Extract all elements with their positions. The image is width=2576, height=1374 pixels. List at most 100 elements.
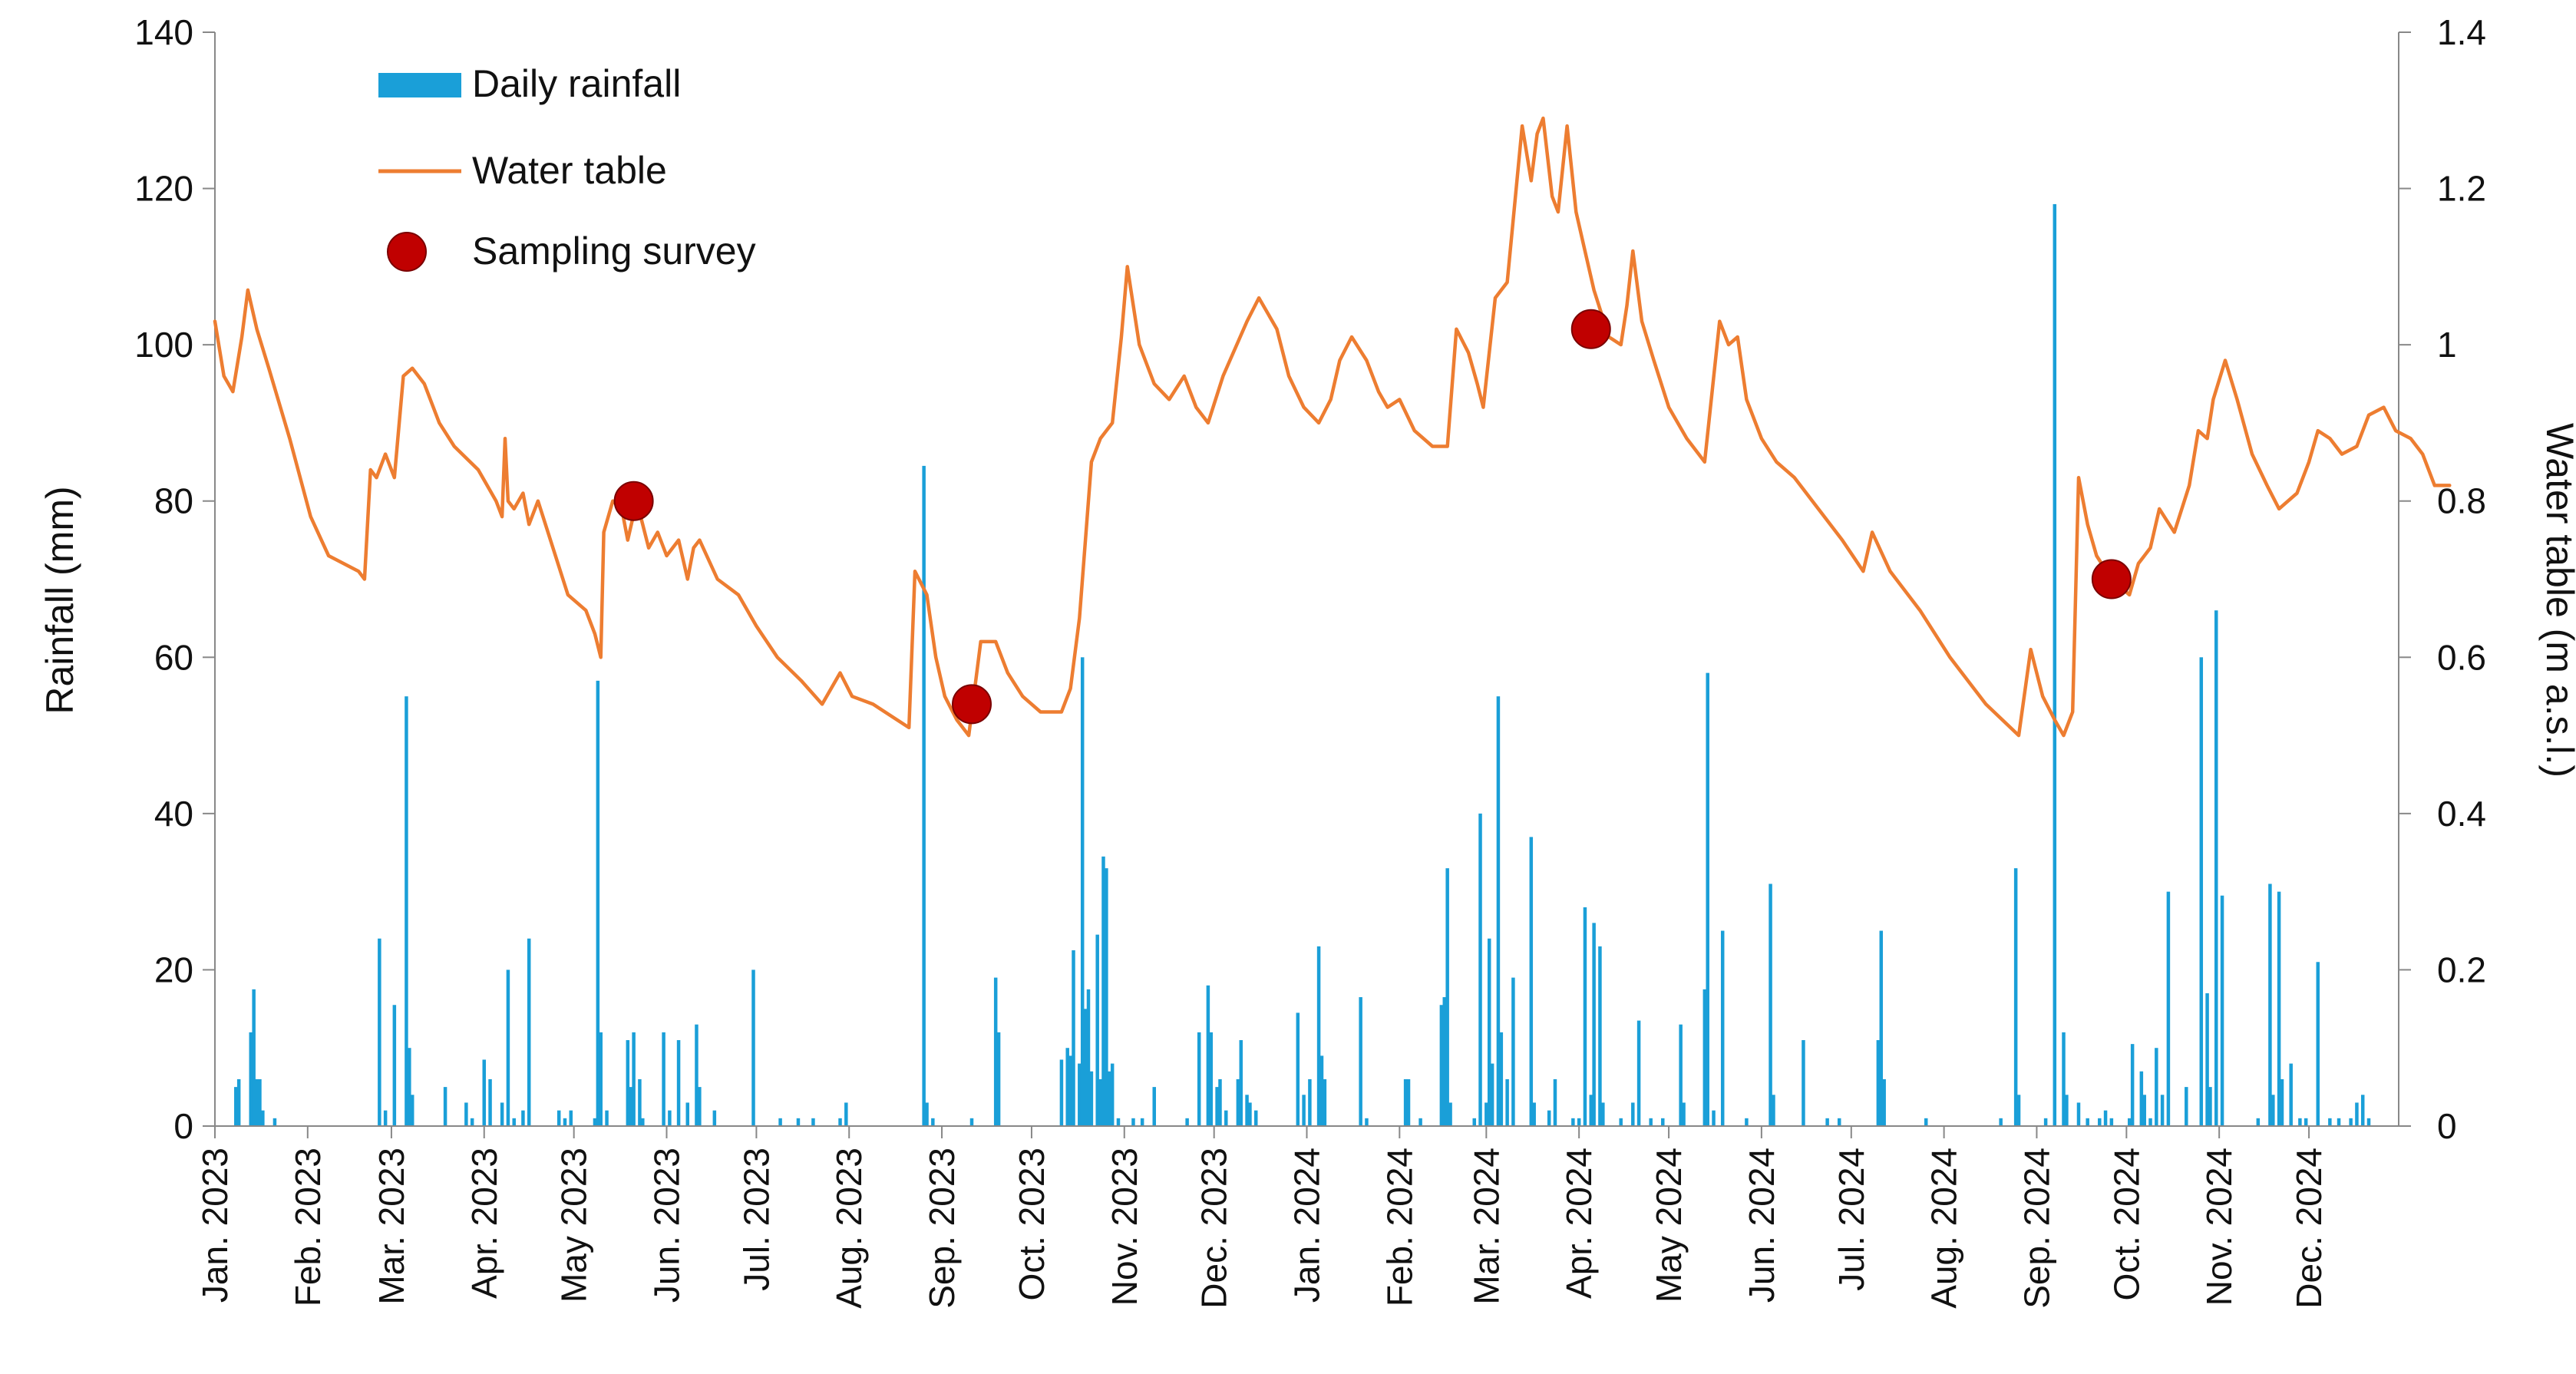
rainfall-bar-78	[1215, 1087, 1219, 1126]
rainfall-bar-1	[236, 1078, 241, 1126]
x-tick-label-23: Dec. 2024	[2289, 1148, 2329, 1309]
rainfall-bar-5	[258, 1078, 262, 1126]
rainfall-bar-172	[2280, 1078, 2284, 1126]
y-tick-label-7: 140	[134, 12, 193, 52]
sampling-survey-point-2	[1570, 309, 1611, 349]
rainfall-bar-128	[1702, 989, 1707, 1126]
rainfall-bar-151	[2098, 1118, 2102, 1126]
rainfall-bar-93	[1365, 1118, 1369, 1126]
rainfall-bar-82	[1239, 1040, 1243, 1126]
rainfall-bar-129	[1706, 672, 1709, 1126]
axes: 0 20 40 60 80 100 120 140 0 0.2 0.4 0.6 0.8 1 1.2 1.4 Ja…	[134, 12, 2486, 1309]
rainfall-bar-24	[556, 1110, 561, 1126]
sampling-survey-point-1	[952, 684, 992, 725]
rainfall-bar-73	[1152, 1087, 1156, 1126]
rainfall-bar-162	[2185, 1087, 2188, 1126]
rainfall-bar-166	[2214, 610, 2218, 1126]
water-table-line-group	[213, 116, 2452, 738]
sampling-survey-points	[613, 309, 2132, 725]
y-tick-label-2: 40	[154, 794, 193, 834]
rainfall-bar-0	[234, 1087, 238, 1126]
rainfall-bar-18	[488, 1078, 492, 1126]
rainfall-bar-147	[2062, 1032, 2066, 1126]
x-tick-label-2: Mar. 2023	[372, 1148, 411, 1305]
rainfall-bar-68	[1108, 1071, 1111, 1126]
rainfall-bar-178	[2337, 1118, 2341, 1126]
rainfall-bar-86	[1296, 1012, 1300, 1126]
rainfall-bars	[234, 203, 2371, 1126]
rainfall-bar-137	[1837, 1118, 1841, 1126]
rainfall-bar-54	[996, 1032, 1001, 1126]
rainfall-bar-31	[626, 1040, 630, 1126]
rainfall-bar-125	[1661, 1118, 1665, 1126]
rainfall-bar-22	[521, 1110, 525, 1126]
rainfall-bar-144	[2016, 1095, 2021, 1126]
x-tick-label-1: Feb. 2023	[288, 1148, 328, 1306]
rainfall-bar-138	[1876, 1040, 1881, 1126]
rainfall-bar-173	[2289, 1063, 2293, 1126]
legend-swatch-sampling-survey	[387, 232, 427, 272]
rainfall-bar-17	[482, 1059, 487, 1126]
rainfall-bar-75	[1197, 1032, 1201, 1126]
x-tick-label-20: Sep. 2024	[2016, 1148, 2056, 1309]
x-tick-label-5: Jun. 2023	[646, 1148, 686, 1303]
rainfall-bar-136	[1825, 1118, 1829, 1126]
x-tick-label-4: May 2023	[554, 1148, 594, 1303]
rainfall-bar-37	[668, 1110, 672, 1126]
rainfall-bar-102	[1478, 813, 1482, 1126]
rainfall-bar-15	[464, 1102, 468, 1126]
sampling-survey-point-0	[613, 481, 654, 521]
rainfall-bar-3	[252, 989, 256, 1126]
rainfall-bar-163	[2199, 657, 2204, 1126]
rainfall-bar-142	[1999, 1118, 2003, 1126]
rainfall-bar-12	[408, 1048, 411, 1126]
rainfall-bar-127	[1682, 1102, 1686, 1126]
rainfall-bar-81	[1236, 1078, 1240, 1126]
rainfall-bar-19	[500, 1102, 504, 1126]
y2-tick-label-0: 0	[2437, 1106, 2457, 1146]
rainfall-bar-106	[1496, 696, 1501, 1126]
rainfall-bar-39	[685, 1102, 690, 1126]
rainfall-bar-90	[1319, 1055, 1324, 1126]
y2-tick-label-6: 1.2	[2437, 169, 2486, 209]
y2-tick-label-7: 1.4	[2437, 12, 2486, 52]
rainfall-bar-169	[2268, 884, 2272, 1126]
rainfall-bar-47	[838, 1118, 842, 1126]
rainfall-bar-130	[1712, 1110, 1716, 1126]
rainfall-bar-123	[1636, 1020, 1641, 1126]
x-tick-label-7: Aug. 2023	[829, 1148, 869, 1309]
x-tick-label-17: Jun. 2024	[1742, 1148, 1782, 1303]
rainfall-bar-57	[1068, 1055, 1072, 1126]
rainfall-bar-143	[2013, 868, 2018, 1126]
rainfall-bar-33	[632, 1032, 636, 1126]
rainfall-bar-77	[1209, 1032, 1214, 1126]
rainfall-bar-182	[2366, 1118, 2371, 1126]
rainfall-bar-46	[811, 1118, 815, 1126]
y2-tick-label-1: 0.2	[2437, 950, 2486, 989]
rainfall-bar-8	[378, 938, 381, 1126]
rainfall-bar-95	[1406, 1078, 1411, 1126]
y2-axis-title-water-table: Water table (m a.s.l.)	[2538, 423, 2576, 778]
rainfall-bar-4	[255, 1078, 259, 1126]
rainfall-bar-152	[2103, 1110, 2108, 1126]
rainfall-bar-116	[1583, 907, 1587, 1126]
rainfall-bar-107	[1499, 1032, 1504, 1126]
rainfall-bar-176	[2316, 962, 2320, 1126]
rainfall-bar-156	[2139, 1071, 2144, 1126]
rainfall-bar-108	[1505, 1078, 1509, 1126]
y2-tick-label-5: 1	[2437, 325, 2457, 365]
rainfall-bar-132	[1745, 1118, 1749, 1126]
rainfall-bar-174	[2298, 1118, 2302, 1126]
rainfall-bar-159	[2155, 1048, 2158, 1126]
rainfall-bar-170	[2271, 1095, 2275, 1126]
rainfall-bar-122	[1631, 1102, 1635, 1126]
rainfall-bar-98	[1442, 997, 1447, 1126]
rainfall-bar-43	[751, 969, 755, 1126]
rainfall-bar-66	[1101, 856, 1105, 1126]
rainfall-bar-59	[1078, 1063, 1082, 1126]
rainfall-bar-110	[1529, 837, 1534, 1126]
rainfall-bar-171	[2277, 891, 2281, 1126]
x-tick-label-11: Dec. 2023	[1194, 1148, 1234, 1309]
legend-label-sampling-survey: Sampling survey	[472, 230, 756, 272]
